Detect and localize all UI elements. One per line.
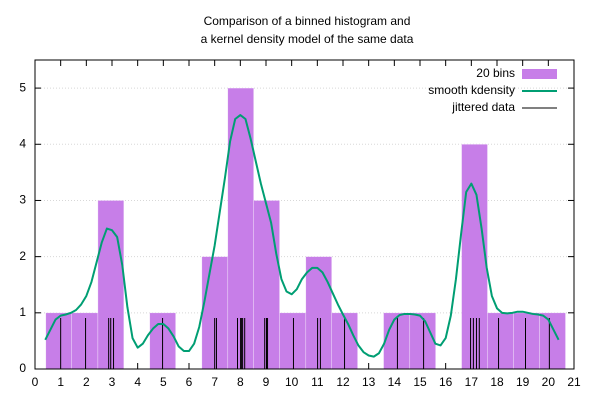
x-tick-label: 20 [542,375,556,389]
bar [71,312,99,370]
x-tick-label: 9 [263,375,270,389]
x-tick-label: 14 [388,375,402,389]
x-tick-label: 17 [465,375,479,389]
x-tick-label: 19 [516,375,530,389]
plot-frame [34,59,575,370]
bar [409,312,436,370]
legend-swatch [522,69,557,79]
bar [487,312,514,370]
x-tick-label: 18 [490,375,504,389]
x-tick-label: 7 [211,375,218,389]
x-tick-label: 10 [285,375,299,389]
density-line [44,114,560,358]
chart-title: Comparison of a binned histogram and [204,14,411,28]
bar [305,256,333,370]
x-tick-label: 8 [237,375,244,389]
x-tick-label: 1 [57,375,64,389]
x-tick-label: 6 [186,375,193,389]
x-tick-label: 21 [567,375,581,389]
y-tick-label: 0 [19,361,26,375]
legend-label: jittered data [451,100,515,114]
x-tick-label: 11 [311,375,324,389]
x-tick-label: 15 [413,375,427,389]
x-tick-label: 3 [109,375,116,389]
x-tick-label: 13 [362,375,376,389]
y-tick-label: 4 [19,136,26,150]
y-tick-label: 3 [19,193,26,207]
x-tick-label: 0 [32,375,39,389]
bar [383,312,411,370]
chart-title: a kernel density model of the same data [201,32,414,46]
y-tick-label: 5 [19,80,26,94]
bar [461,143,488,370]
y-tick-label: 2 [19,249,26,263]
legend-label: smooth kdensity [428,83,515,97]
x-tick-label: 5 [160,375,167,389]
x-tick-label: 4 [134,375,141,389]
y-tick-label: 1 [19,305,26,319]
x-tick-label: 12 [336,375,350,389]
bar [279,312,307,370]
x-tick-label: 2 [83,375,90,389]
bar [513,312,540,370]
bar [45,312,73,370]
legend-label: 20 bins [476,66,515,80]
x-tick-label: 16 [439,375,453,389]
bar [539,312,566,370]
